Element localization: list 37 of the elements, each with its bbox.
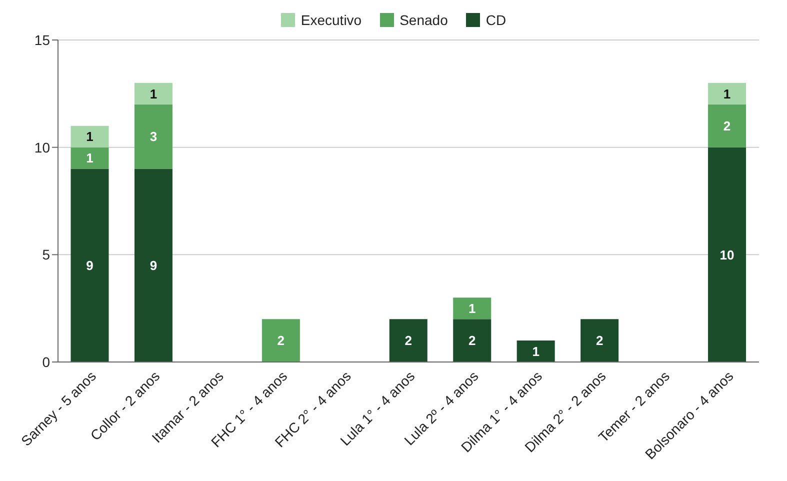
data-label: 1: [86, 129, 94, 144]
bar: [262, 319, 300, 362]
bar: [580, 319, 619, 362]
legend-label: Executivo: [300, 12, 362, 28]
data-label: 9: [86, 258, 94, 274]
data-label: 2: [277, 333, 285, 348]
data-label: 1: [723, 86, 731, 102]
legend-label: Senado: [400, 12, 448, 28]
data-label: 2: [723, 118, 731, 134]
data-label: 1: [468, 300, 476, 316]
bar: [708, 147, 746, 362]
y-tick-label: 10: [34, 139, 50, 156]
y-tick-label: 0: [42, 354, 50, 370]
y-tick-label: 5: [42, 246, 50, 263]
bar: [70, 126, 109, 148]
data-label: 2: [468, 333, 476, 348]
bar: [708, 104, 746, 148]
legend-label: CD: [486, 12, 506, 28]
bar: [453, 298, 492, 320]
data-label: 2: [596, 333, 604, 348]
data-label: 1: [86, 150, 94, 166]
bar: [134, 168, 172, 362]
data-label: 2: [404, 333, 412, 348]
bar: [453, 319, 492, 362]
bar: [516, 340, 555, 362]
bar: [389, 319, 428, 362]
y-tick-label: 15: [34, 32, 50, 48]
bar: [70, 147, 109, 169]
bar: [708, 82, 746, 104]
data-label: 1: [150, 86, 158, 102]
data-label: 3: [150, 129, 158, 144]
bar: [134, 104, 172, 169]
data-label: 9: [150, 258, 158, 274]
bar: [134, 82, 172, 104]
data-label: 1: [532, 344, 540, 359]
bar: [70, 168, 109, 362]
data-label: 10: [720, 247, 734, 262]
